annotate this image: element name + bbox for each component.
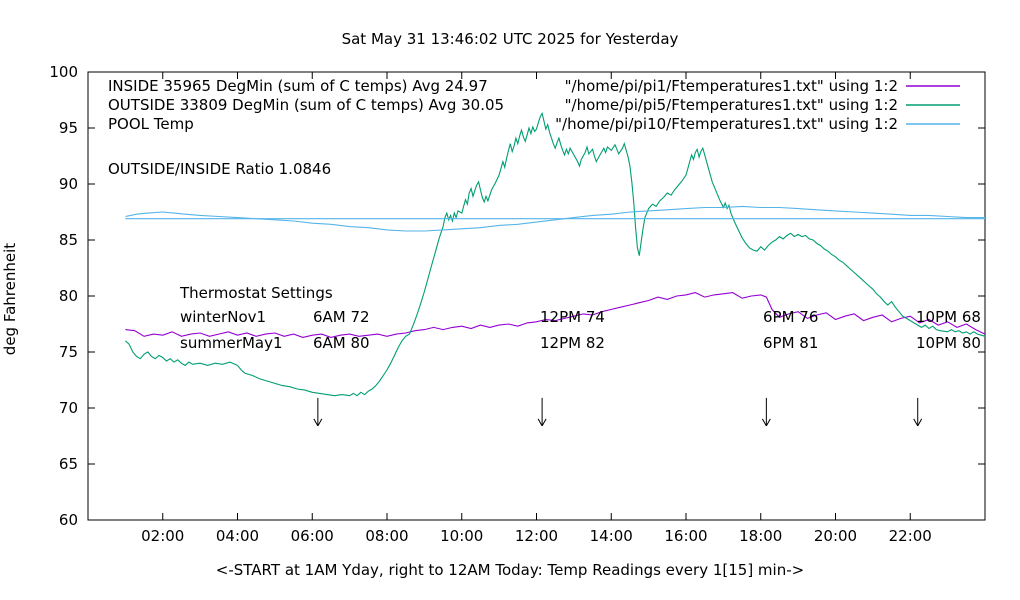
x-tick-label: 02:00	[141, 527, 184, 545]
thermostat-arrow-head	[765, 418, 771, 427]
x-tick-label: 22:00	[889, 527, 932, 545]
x-tick-label: 06:00	[291, 527, 334, 545]
thermostat-cell-r0c2: 12PM 74	[540, 308, 605, 326]
thermostat-heading: Thermostat Settings	[179, 284, 333, 302]
thermostat-cell-r1c2: 12PM 82	[540, 334, 605, 352]
legend-file-pool: "/home/pi/pi10/Ftemperatures1.txt" using…	[555, 115, 898, 133]
x-tick-label: 20:00	[814, 527, 857, 545]
legend-label-inside: INSIDE 35965 DegMin (sum of C temps) Avg…	[108, 77, 488, 95]
thermostat-arrow-head	[541, 418, 547, 427]
thermostat-arrow-head	[537, 418, 543, 427]
thermostat-arrow-head	[317, 418, 323, 427]
ratio-annotation: OUTSIDE/INSIDE Ratio 1.0846	[108, 160, 331, 178]
thermostat-arrow-head	[313, 418, 319, 427]
thermostat-cell-r0c1: 6AM 72	[313, 308, 370, 326]
thermostat-cell-r1c3: 6PM 81	[763, 334, 818, 352]
series-line-outside	[125, 111, 986, 397]
x-axis-label: <-START at 1AM Yday, right to 12AM Today…	[215, 561, 805, 579]
thermostat-cell-r0c3: 6PM 76	[763, 308, 818, 326]
y-tick-label: 70	[59, 399, 78, 417]
x-tick-label: 16:00	[664, 527, 707, 545]
y-tick-label: 60	[59, 511, 78, 529]
legend-file-outside: "/home/pi/pi5/Ftemperatures1.txt" using …	[565, 96, 898, 114]
x-tick-label: 14:00	[590, 527, 633, 545]
x-tick-label: 04:00	[216, 527, 259, 545]
thermostat-cell-r1c1: 6AM 80	[313, 334, 370, 352]
legend-label-outside: OUTSIDE 33809 DegMin (sum of C temps) Av…	[108, 96, 504, 114]
thermostat-cell-r1c4: 10PM 80	[916, 334, 981, 352]
x-tick-label: 18:00	[739, 527, 782, 545]
x-tick-label: 12:00	[515, 527, 558, 545]
chart-title: Sat May 31 13:46:02 UTC 2025 for Yesterd…	[341, 30, 679, 48]
y-tick-label: 65	[59, 455, 78, 473]
series-line-inside	[125, 292, 986, 338]
y-tick-label: 100	[49, 63, 78, 81]
thermostat-cell-r0c0: winterNov1	[180, 308, 266, 326]
y-tick-label: 90	[59, 175, 78, 193]
thermostat-arrow-head	[913, 418, 919, 427]
thermostat-cell-r1c0: summerMay1	[180, 334, 283, 352]
y-tick-label: 85	[59, 231, 78, 249]
x-tick-label: 10:00	[440, 527, 483, 545]
thermostat-cell-r0c4: 10PM 68	[916, 308, 981, 326]
y-tick-label: 75	[59, 343, 78, 361]
series-line-pool	[125, 205, 985, 232]
y-tick-label: 80	[59, 287, 78, 305]
thermostat-arrow-head	[917, 418, 923, 427]
thermostat-arrow-head	[761, 418, 767, 427]
legend-file-inside: "/home/pi/pi1/Ftemperatures1.txt" using …	[565, 77, 898, 95]
y-tick-label: 95	[59, 119, 78, 137]
x-tick-label: 08:00	[365, 527, 408, 545]
legend-label-pool: POOL Temp	[108, 115, 194, 133]
